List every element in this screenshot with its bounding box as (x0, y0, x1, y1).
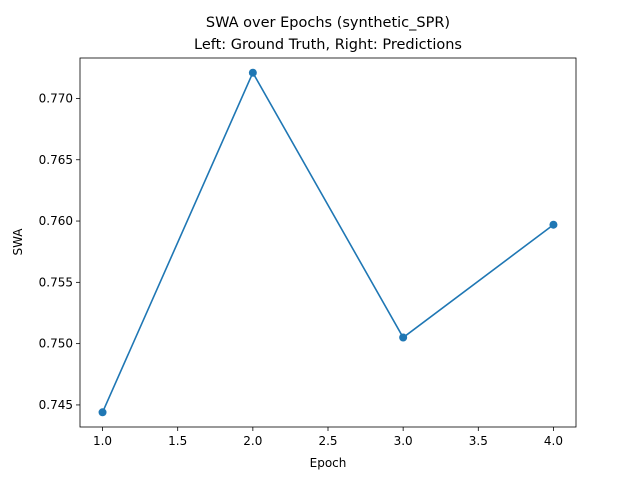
y-tick-label: 0.755 (39, 275, 73, 289)
x-axis: 1.0 1.5 2.0 2.5 3.0 3.5 4.0 (93, 427, 563, 448)
x-tick-label: 1.5 (168, 434, 187, 448)
data-point (549, 220, 558, 229)
x-axis-label: Epoch (310, 456, 347, 470)
chart-subtitle: Left: Ground Truth, Right: Predictions (194, 37, 462, 53)
x-tick-label: 1.0 (93, 434, 112, 448)
y-tick-label: 0.765 (39, 153, 73, 167)
chart-title: SWA over Epochs (synthetic_SPR) (206, 15, 450, 31)
y-tick-label: 0.760 (39, 214, 73, 228)
series-layer (98, 68, 558, 417)
y-tick-label: 0.770 (39, 91, 73, 105)
x-tick-label: 2.5 (318, 434, 337, 448)
data-point (98, 408, 107, 417)
y-tick-label: 0.745 (39, 398, 73, 412)
y-axis: 0.745 0.750 0.755 0.760 0.765 0.770 (39, 91, 80, 412)
x-tick-label: 3.5 (469, 434, 488, 448)
x-tick-label: 2.0 (243, 434, 262, 448)
data-point (248, 68, 257, 77)
x-tick-label: 3.0 (394, 434, 413, 448)
data-point (399, 333, 408, 342)
y-tick-label: 0.750 (39, 337, 73, 351)
x-tick-label: 4.0 (544, 434, 563, 448)
y-axis-label: SWA (11, 228, 25, 256)
series-line (101, 70, 554, 413)
